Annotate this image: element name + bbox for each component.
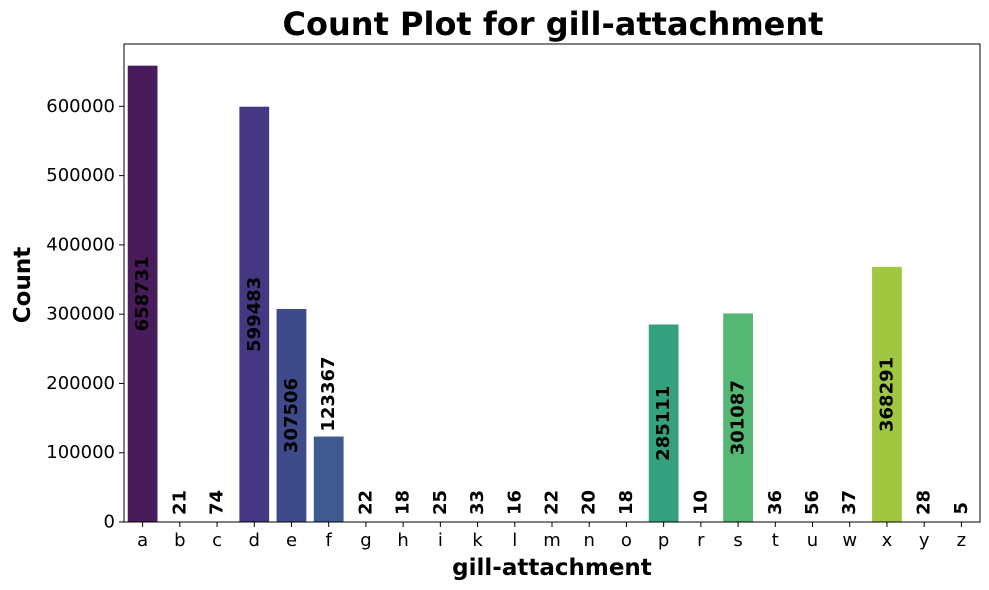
x-tick-label-r: r [697,530,705,551]
data-label-e: 307506 [281,378,302,453]
y-axis: 0 100000 200000 300000 400000 500000 600000 [46,96,124,533]
x-tick-label-l: l [512,530,517,551]
x-tick-label-a: a [137,530,148,551]
x-tick-label-u: u [807,530,818,551]
bar-d [239,106,270,522]
x-tick-label-y: y [919,530,930,551]
x-tick-label-e: e [286,530,297,551]
data-label-w: 37 [839,490,860,515]
bar-e [276,308,307,522]
data-label-k: 33 [467,490,488,515]
data-label-o: 18 [616,490,637,515]
chart-title: Count Plot for gill-attachment [283,5,824,43]
data-label-m: 22 [542,490,563,515]
data-label-r: 10 [690,490,711,515]
bar-a [127,65,158,522]
x-tick-label-k: k [472,530,483,551]
bar-f [313,436,344,522]
data-label-u: 56 [802,490,823,515]
x-tick-label-n: n [584,530,595,551]
x-tick-label-d: d [249,530,260,551]
x-tick-label-p: p [658,530,669,551]
y-tick-label-400000: 400000 [46,234,115,255]
data-label-s: 301087 [728,380,749,455]
x-tick-label-h: h [397,530,408,551]
bar-x [872,266,902,522]
data-label-n: 20 [579,490,600,515]
data-label-h: 18 [393,490,414,515]
data-label-i: 25 [430,490,451,515]
x-axis-label: gill-attachment [452,555,652,581]
x-tick-label-t: t [772,530,779,551]
bar-p [648,324,679,522]
data-labels-layer: 658731 21 74 599483 307506 123367 22 18 25 33 16 22… [132,256,972,515]
y-tick-label-300000: 300000 [46,304,115,325]
bar-s [723,313,753,522]
y-tick-label-100000: 100000 [46,442,115,463]
x-tick-label-f: f [326,530,333,551]
data-label-c: 74 [207,490,228,515]
y-tick-label-500000: 500000 [46,165,115,186]
data-label-t: 36 [765,490,786,515]
x-tick-label-w: w [842,530,857,551]
x-tick-label-g: g [360,530,371,551]
bars-layer [127,65,977,522]
data-label-f: 123367 [318,356,339,431]
data-label-d: 599483 [244,277,265,352]
y-tick-label-200000: 200000 [46,373,115,394]
y-tick-label-600000: 600000 [46,96,115,117]
x-tick-label-s: s [733,530,742,551]
x-tick-label-b: b [174,530,185,551]
y-tick-label-0: 0 [104,512,115,533]
data-label-b: 21 [169,490,190,515]
data-label-y: 28 [914,490,935,515]
x-tick-label-m: m [543,530,561,551]
data-label-l: 16 [504,490,525,515]
data-label-p: 285111 [653,386,674,461]
data-label-x: 368291 [876,357,897,432]
data-label-g: 22 [355,490,376,515]
x-tick-label-z: z [957,530,966,551]
y-axis-label: Count [10,247,36,323]
x-tick-label-o: o [621,530,632,551]
data-label-a: 658731 [132,256,153,331]
x-tick-label-x: x [882,530,893,551]
data-label-z: 5 [951,502,972,515]
x-tick-label-i: i [438,530,443,551]
x-tick-label-c: c [212,530,222,551]
